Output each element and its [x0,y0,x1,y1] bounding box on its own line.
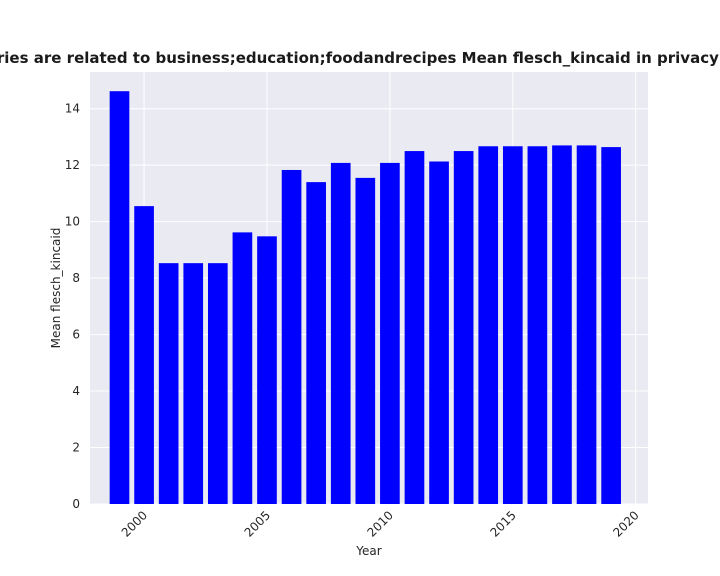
x-tick-label: 2005 [242,508,273,539]
x-tick-label: 2000 [119,508,150,539]
bar-2016 [527,146,548,504]
bar-2007 [306,182,326,504]
y-axis-ticks: 0 2 4 6 8 10 12 14 [65,102,80,511]
bar-2012 [429,161,449,504]
bar-2017 [552,145,572,505]
y-tick-label: 0 [72,497,80,511]
y-tick-label: 14 [65,102,80,116]
bar-2019 [601,147,621,504]
bars [109,91,621,505]
y-axis-label: Mean flesch_kincaid [49,228,63,349]
bar-2001 [158,263,179,504]
bar-2011 [404,151,425,504]
chart-title: egories are related to business;educatio… [0,49,720,67]
bar-2003 [207,263,228,504]
bar-2000 [134,206,154,504]
bar-2010 [380,162,400,504]
y-tick-label: 10 [65,215,80,229]
bar-2002 [183,263,204,504]
bar-2005 [257,236,277,504]
x-axis-label: Year [355,544,381,558]
bar-2015 [502,146,523,504]
bar-2006 [281,169,302,504]
bar-2018 [576,145,597,505]
bar-2013 [453,151,474,504]
y-tick-label: 8 [72,271,80,285]
y-tick-label: 2 [72,441,80,455]
bar-1999 [109,91,130,504]
bar-2004 [232,232,253,504]
x-tick-label: 2015 [487,508,518,539]
bar-2014 [478,146,499,504]
x-tick-label: 2010 [365,508,396,539]
bar-2009 [355,177,376,504]
y-tick-label: 6 [72,328,80,342]
y-tick-label: 4 [72,384,80,398]
bar-2008 [330,162,351,504]
y-tick-label: 12 [65,158,80,172]
x-axis-ticks: 2000 2005 2010 2015 2020 [119,508,642,539]
x-tick-label: 2020 [610,508,641,539]
